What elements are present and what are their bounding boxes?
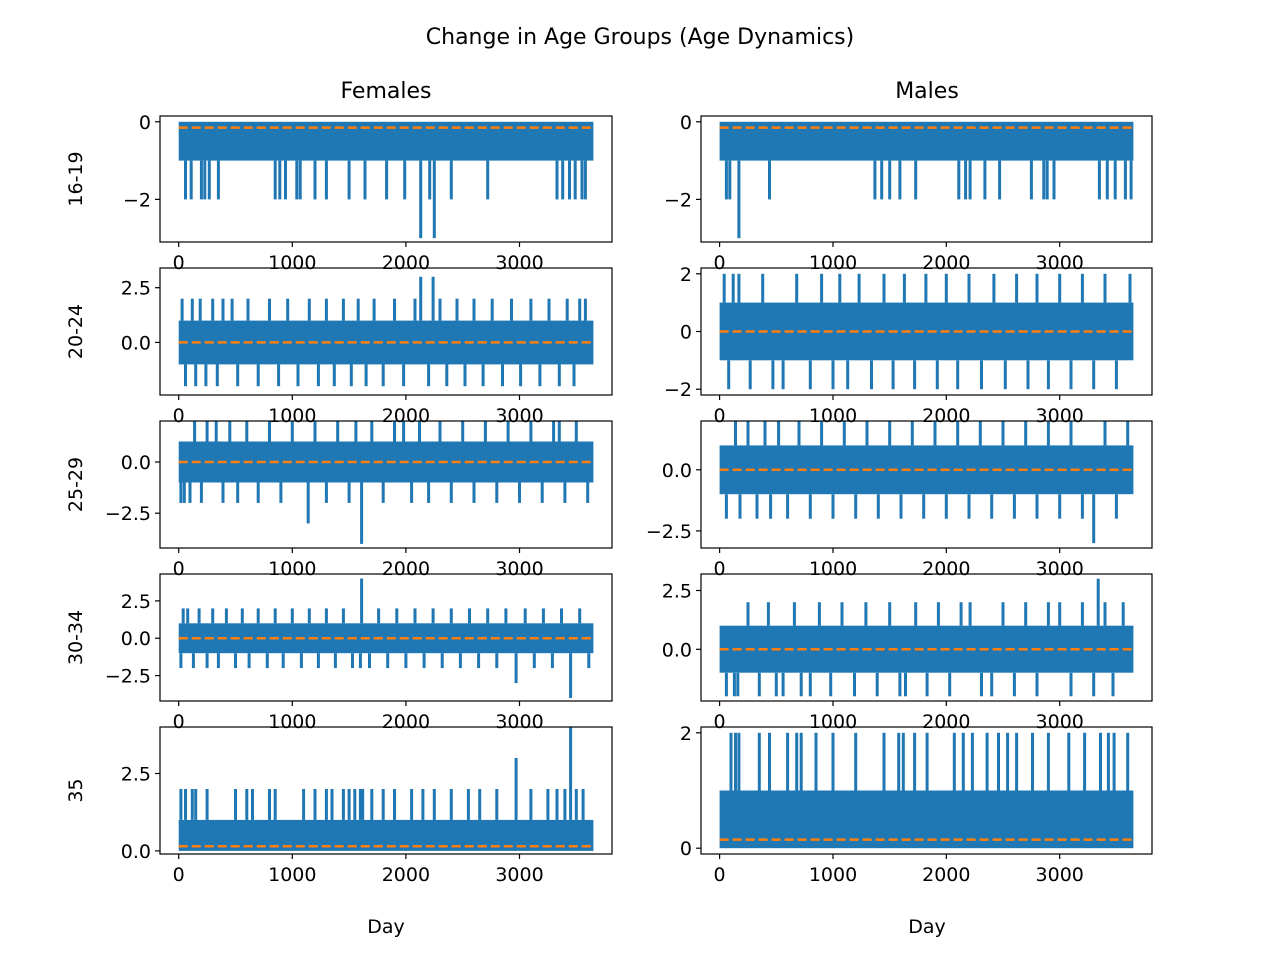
x-tick-label: 1000 bbox=[809, 558, 857, 580]
y-tick-label: 2 bbox=[680, 723, 692, 745]
y-tick-label: −2 bbox=[664, 189, 692, 211]
x-tick-label: 2000 bbox=[382, 711, 430, 733]
column-title-males: Males bbox=[895, 79, 959, 104]
y-tick-label: 2.5 bbox=[121, 278, 151, 300]
y-tick-label: 2.5 bbox=[121, 591, 151, 613]
y-tick-label: 0 bbox=[139, 112, 151, 134]
axes-frame bbox=[700, 726, 1153, 855]
axes-frame bbox=[700, 115, 1153, 243]
y-tick-label: 2.5 bbox=[121, 764, 151, 786]
panel-females-16-19: 0 1000 2000 3000 0 −2 16-19 bbox=[65, 112, 613, 274]
panel-females-25-29: 0 1000 2000 3000 0.0 −2.5 25-29 bbox=[65, 420, 613, 580]
axes-frame bbox=[159, 726, 613, 855]
y-tick-label: 2.5 bbox=[662, 581, 692, 603]
x-tick-label: 3000 bbox=[495, 558, 543, 580]
x-tick-label: 3000 bbox=[495, 252, 543, 274]
x-tick-label: 0 bbox=[173, 558, 185, 580]
y-axis-label-35: 35 bbox=[65, 778, 87, 802]
x-tick-label: 1000 bbox=[268, 864, 316, 886]
x-tick-label: 0 bbox=[714, 864, 726, 886]
x-tick-label: 0 bbox=[173, 405, 185, 427]
x-tick-label: 0 bbox=[714, 405, 726, 427]
y-tick-label: 0.0 bbox=[121, 628, 151, 650]
panel-males-35: 0 1000 2000 3000 2 0 bbox=[680, 723, 1153, 886]
panel-males-25-29: 0 1000 2000 3000 0.0 −2.5 bbox=[646, 420, 1153, 580]
x-tick-label: 2000 bbox=[382, 252, 430, 274]
x-tick-label: 2000 bbox=[922, 252, 970, 274]
x-tick-label: 2000 bbox=[922, 864, 970, 886]
x-tick-label: 0 bbox=[173, 864, 185, 886]
axes-frame bbox=[159, 420, 613, 549]
y-axis-label-25-29: 25-29 bbox=[65, 457, 87, 512]
x-tick-label: 1000 bbox=[809, 405, 857, 427]
y-tick-label: −2 bbox=[123, 189, 151, 211]
y-tick-label: 0 bbox=[680, 322, 692, 344]
panel-males-16-19: 0 1000 2000 3000 0 −2 bbox=[664, 112, 1153, 274]
x-tick-label: 2000 bbox=[922, 558, 970, 580]
y-tick-label: 0 bbox=[680, 838, 692, 860]
x-tick-label: 0 bbox=[173, 711, 185, 733]
x-tick-label: 0 bbox=[714, 252, 726, 274]
x-tick-label: 2000 bbox=[922, 405, 970, 427]
y-tick-label: −2.5 bbox=[105, 503, 151, 525]
x-tick-label: 0 bbox=[714, 711, 726, 733]
x-tick-label: 3000 bbox=[495, 864, 543, 886]
y-tick-label: 0.0 bbox=[662, 639, 692, 661]
axes-frame bbox=[700, 573, 1153, 702]
x-tick-label: 3000 bbox=[1036, 711, 1084, 733]
x-tick-label: 1000 bbox=[268, 711, 316, 733]
y-tick-label: 0 bbox=[680, 112, 692, 134]
y-tick-label: 0.0 bbox=[121, 452, 151, 474]
y-tick-label: −2.5 bbox=[646, 521, 692, 543]
y-axis-label-16-19: 16-19 bbox=[65, 151, 87, 206]
x-tick-label: 0 bbox=[173, 252, 185, 274]
x-tick-label: 3000 bbox=[1036, 558, 1084, 580]
axes-frame bbox=[700, 420, 1153, 549]
x-tick-label: 1000 bbox=[809, 711, 857, 733]
y-tick-label: −2 bbox=[664, 379, 692, 401]
x-axis-label-males: Day bbox=[908, 916, 946, 938]
y-tick-label: −2.5 bbox=[105, 666, 151, 688]
x-tick-label: 0 bbox=[714, 558, 726, 580]
x-tick-label: 1000 bbox=[268, 558, 316, 580]
y-axis-label-30-34: 30-34 bbox=[65, 610, 87, 665]
axes-frame bbox=[159, 573, 613, 702]
x-axis-label-females: Day bbox=[367, 916, 405, 938]
x-tick-label: 3000 bbox=[1036, 252, 1084, 274]
x-tick-label: 3000 bbox=[495, 405, 543, 427]
x-tick-label: 3000 bbox=[1036, 405, 1084, 427]
panel-males-20-24: 0 1000 2000 3000 2 0 −2 bbox=[664, 264, 1153, 427]
panel-females-30-34: 0 1000 2000 3000 2.5 0.0 −2.5 30-34 bbox=[65, 573, 613, 733]
axes-frame bbox=[159, 115, 613, 243]
x-tick-label: 3000 bbox=[495, 711, 543, 733]
y-tick-label: 0.0 bbox=[121, 332, 151, 354]
axes-frame bbox=[159, 267, 613, 396]
x-tick-label: 3000 bbox=[1036, 864, 1084, 886]
x-tick-label: 2000 bbox=[382, 405, 430, 427]
x-tick-label: 2000 bbox=[922, 711, 970, 733]
panel-males-30-34: 0 1000 2000 3000 2.5 0.0 bbox=[662, 573, 1153, 733]
y-axis-label-20-24: 20-24 bbox=[65, 304, 87, 359]
chart-title: Change in Age Groups (Age Dynamics) bbox=[426, 25, 854, 50]
column-title-females: Females bbox=[340, 79, 431, 104]
y-tick-label: 0.0 bbox=[121, 841, 151, 863]
x-tick-label: 1000 bbox=[809, 252, 857, 274]
panel-females-35: 0 1000 2000 3000 2.5 0.0 35 bbox=[65, 726, 613, 886]
x-tick-label: 2000 bbox=[382, 558, 430, 580]
y-tick-label: 0.0 bbox=[662, 460, 692, 482]
x-tick-label: 2000 bbox=[382, 864, 430, 886]
x-tick-label: 1000 bbox=[809, 864, 857, 886]
y-tick-label: 2 bbox=[680, 264, 692, 286]
x-tick-label: 1000 bbox=[268, 252, 316, 274]
